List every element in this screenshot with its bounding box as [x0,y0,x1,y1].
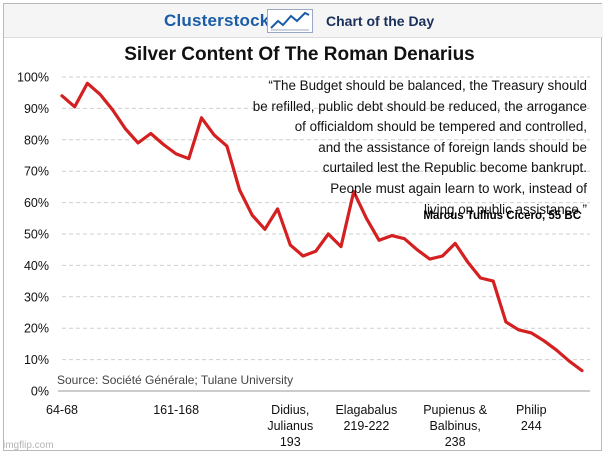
data-point [136,141,140,145]
data-point [149,132,153,135]
data-point [250,213,254,217]
x-tick-label: Pupienus & Balbinus, 238 [423,403,488,449]
data-point [339,245,343,248]
quote-line: be refilled, public debt should be reduc… [252,98,587,114]
trend-chart-icon [267,9,313,33]
data-point [288,243,292,247]
y-tick-label: 20% [24,322,49,336]
x-tick-label: 161-168 [153,403,199,417]
data-point [225,144,229,148]
data-point [98,92,102,96]
chart-title: Silver Content Of The Roman Denarius [124,44,475,65]
data-point [212,133,216,137]
x-tick-label: Philip 244 [516,403,547,433]
y-tick-label: 80% [24,133,49,147]
data-point [529,331,533,335]
quote-line: living on public assistance.” [423,201,587,217]
data-point [301,254,305,258]
data-point [124,127,127,131]
quote-line: curtailed lest the Republic become bankr… [322,160,587,176]
data-point [542,339,546,343]
data-point [555,348,558,352]
y-tick-label: 70% [24,165,49,179]
x-tick-label: Elagabalus 219-222 [335,403,397,433]
y-tick-label: 50% [24,228,49,242]
data-point [428,257,432,261]
y-tick-label: 10% [24,353,49,367]
x-axis-labels: 64-68 161-168 Didius, Julianus 193 Elagabalus… [46,403,547,449]
data-point [352,190,356,193]
data-point [200,116,203,120]
data-point [276,207,279,211]
data-point [111,108,115,112]
data-point [60,94,64,98]
cicero-quote: “The Budget should be balanced, the Trea… [167,76,587,220]
data-point [73,105,76,109]
quote-line: and the assistance of foreign lands shou… [318,139,587,155]
silver-content-line [60,81,584,373]
data-point [441,254,444,258]
y-tick-label: 0% [31,385,49,399]
y-tick-label: 30% [24,290,49,304]
quote-attribution: Marcus Tullius Cicero, 55 BC [423,210,581,222]
y-axis-ticks: 0% 10% 20% 30% 40% 50% 60% 70% 80% 90% 100% [17,71,49,399]
data-point [162,143,165,146]
data-point [187,157,191,160]
gridlines [58,76,590,392]
data-point [479,276,482,280]
x-tick-label: Didius, Julianus 193 [267,403,313,449]
data-point [263,227,267,231]
y-tick-label: 60% [24,196,49,210]
header-banner: Clusterstock Chart of the Day [4,4,603,38]
chart-of-the-day-label: Chart of the Day [326,13,435,29]
chart-frame: Clusterstock Chart of the Day [3,3,603,451]
watermark: imgflip.com [3,440,54,451]
data-point [403,237,406,241]
data-point [174,152,178,156]
source-note: Source: Société Générale; Tulane Univers… [57,373,294,387]
brand-name: Clusterstock [164,11,270,30]
quote-line: “The Budget should be balanced, the Trea… [268,78,587,93]
data-point [86,81,89,85]
data-point [415,248,419,251]
data-point [453,242,457,245]
series-group [60,81,584,373]
data-point [466,260,470,264]
data-point [390,234,394,237]
y-tick-label: 40% [24,259,49,273]
quote-line: of officialdom should be tempered and co… [294,119,587,135]
data-point [377,238,381,242]
data-point [314,249,317,253]
data-point [568,359,571,363]
data-point [327,232,330,236]
data-point [504,320,508,324]
y-tick-label: 100% [17,71,49,85]
data-point [238,188,241,192]
quote-line: People must again learn to work, instead… [330,180,587,196]
data-point [517,328,520,332]
data-point [365,217,368,220]
y-tick-label: 90% [24,102,49,116]
data-point [491,279,495,283]
x-tick-label: 64-68 [46,403,78,417]
data-point [580,369,584,372]
